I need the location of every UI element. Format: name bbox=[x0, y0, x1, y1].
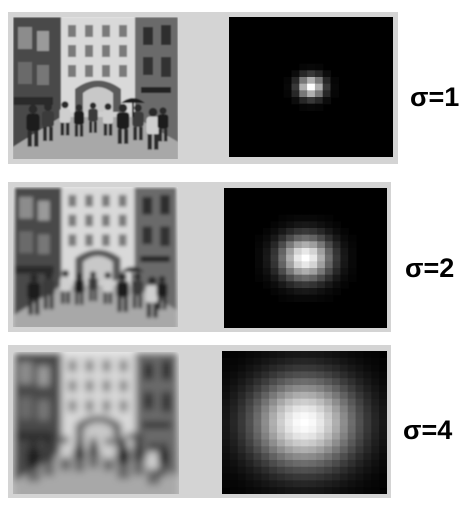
street-photo-blur-sigma-4 bbox=[13, 352, 179, 494]
street-photo-blur-sigma-2 bbox=[13, 187, 178, 327]
gaussian-kernel-sigma-4 bbox=[222, 351, 387, 494]
sigma-label-4: σ=4 bbox=[403, 415, 453, 445]
street-photo-blur-sigma-1 bbox=[13, 17, 178, 159]
sigma-label-1: σ=1 bbox=[410, 82, 460, 112]
sigma-label-2: σ=2 bbox=[405, 253, 455, 283]
gaussian-kernel-sigma-1 bbox=[229, 17, 393, 157]
gaussian-kernel-sigma-2 bbox=[224, 188, 387, 328]
